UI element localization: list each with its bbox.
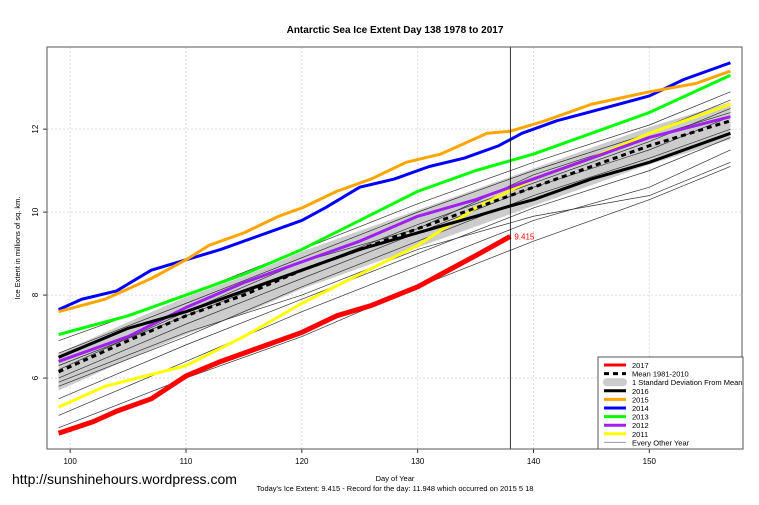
series-line-2012 bbox=[58, 115, 731, 363]
legend-label: 2016 bbox=[632, 387, 649, 396]
legend-label: 2014 bbox=[632, 404, 649, 413]
x-tick-label: 100 bbox=[63, 457, 77, 466]
x-tick-label: 130 bbox=[411, 457, 425, 466]
legend-label: 2012 bbox=[632, 421, 649, 430]
y-tick-label: 10 bbox=[31, 207, 40, 216]
y-axis-label: Ice Extent in millions of sq. km. bbox=[13, 197, 22, 300]
series-line-2017 bbox=[57, 234, 512, 436]
chart-title: Antarctic Sea Ice Extent Day 138 1978 to… bbox=[287, 25, 504, 36]
legend-label: 2013 bbox=[632, 413, 649, 422]
plot-frame bbox=[46, 46, 743, 450]
series-line-2016 bbox=[58, 131, 731, 359]
std-deviation-band bbox=[58, 102, 731, 391]
watermark-url: http://sunshinehours.wordpress.com bbox=[12, 471, 237, 487]
legend-label: 2011 bbox=[632, 430, 648, 439]
other-year-line bbox=[58, 149, 731, 416]
legend-label: Mean 1981-2010 bbox=[632, 370, 689, 379]
y-tick-label: 12 bbox=[31, 124, 40, 133]
legend-label: Every Other Year bbox=[632, 438, 690, 447]
chart-subtitle: Today's Ice Extent: 9.415 - Record for t… bbox=[257, 484, 534, 493]
x-tick-label: 120 bbox=[295, 457, 309, 466]
series-line-2015 bbox=[58, 69, 731, 314]
x-axis-label: Day of Year bbox=[376, 474, 415, 483]
x-tick-label: 140 bbox=[527, 457, 541, 466]
other-year-line bbox=[58, 128, 731, 387]
series-line-2013 bbox=[58, 73, 732, 336]
other-year-line bbox=[58, 137, 731, 400]
y-tick-label: 8 bbox=[31, 292, 40, 297]
legend-swatch bbox=[603, 378, 627, 387]
x-tick-label: 150 bbox=[643, 457, 657, 466]
y-tick-label: 6 bbox=[31, 375, 40, 380]
legend-label: 2017 bbox=[632, 361, 649, 370]
legend-label: 2015 bbox=[632, 395, 649, 404]
series-line-2014 bbox=[57, 61, 731, 311]
current-value-label: 9.415 bbox=[514, 232, 535, 241]
legend-label: 1 Standard Deviation From Mean bbox=[632, 378, 742, 387]
other-year-line bbox=[58, 162, 731, 383]
series-line-mean-1981-2010 bbox=[57, 119, 731, 374]
x-tick-label: 110 bbox=[180, 457, 193, 466]
